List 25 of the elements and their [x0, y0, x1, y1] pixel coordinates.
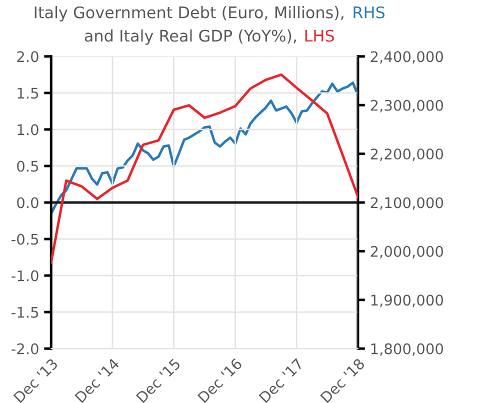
x-tick-label: Dec '13: [13, 358, 58, 403]
x-tick-label: Dec '18: [320, 358, 366, 403]
y-tick-label: -2.0: [12, 343, 38, 354]
y-tick-label: 1.5: [18, 88, 38, 99]
y2-tick-label: 2,200,000: [370, 148, 443, 162]
x-tick-label: Dec '14: [74, 358, 120, 403]
y2-tick-label: 1,900,000: [371, 294, 443, 308]
y-tick-label: -1.5: [12, 306, 38, 318]
y-tick-label: 0.0: [17, 197, 38, 208]
y2-tick-label: 2,100,000: [370, 197, 443, 210]
x-tick-label: Dec '15: [136, 358, 181, 403]
x-tick-label: Dec '17: [258, 358, 304, 403]
x-tick-label: Dec '16: [197, 358, 243, 403]
y-tick-label: 0.5: [17, 160, 38, 172]
y-tick-label: 2.0: [17, 51, 38, 62]
y2-tick-label: 1,800,000: [371, 343, 443, 356]
y-tick-label: -0.5: [12, 234, 38, 245]
y2-tick-label: 2,300,000: [370, 100, 443, 112]
y-tick-label: 1.0: [18, 124, 38, 136]
line-series: [51, 81, 358, 215]
y2-tick-label: 2,000,000: [370, 246, 443, 258]
y2-tick-label: 2,400,000: [370, 51, 443, 64]
line-series: [51, 73, 358, 264]
y-tick-label: -1.0: [12, 270, 38, 282]
chart-title: Italy Government Debt (Euro, Millions), RHS and Italy Real GDP (YoY%), LHS: [34, 6, 385, 45]
